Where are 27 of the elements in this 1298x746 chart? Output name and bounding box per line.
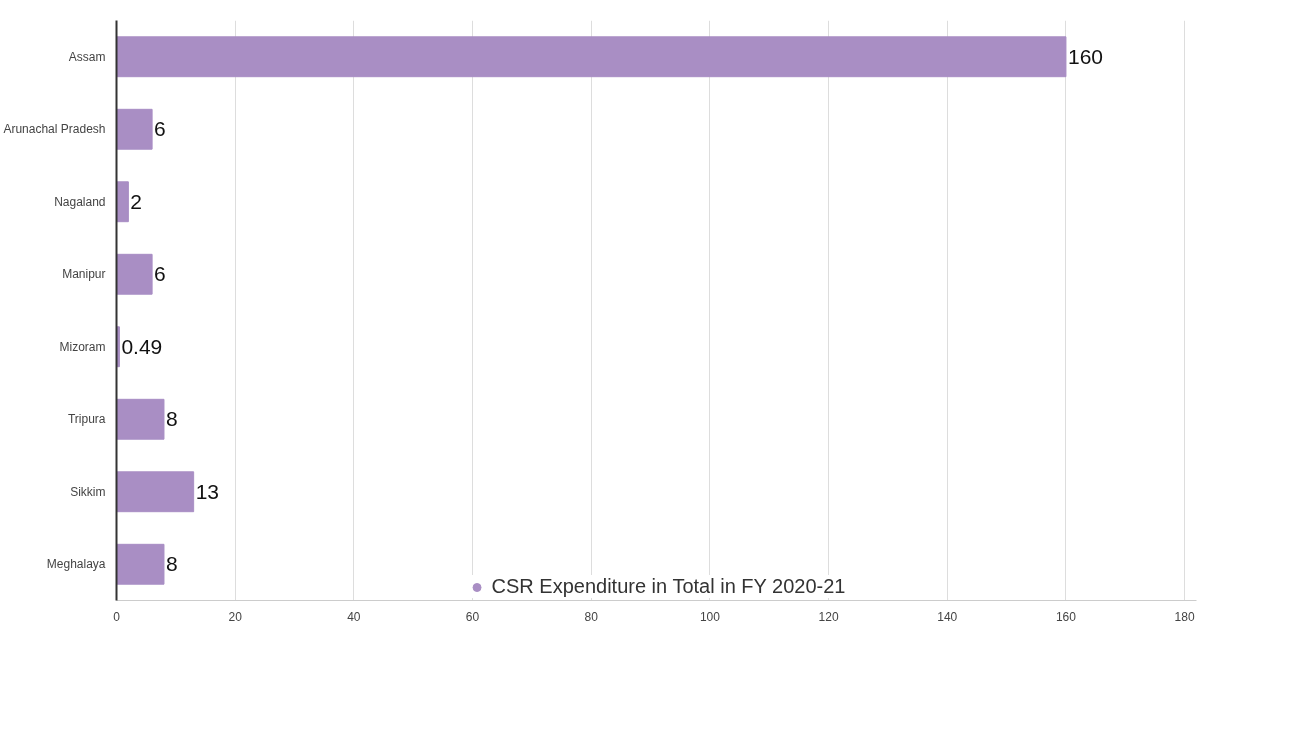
y-tick-label: Sikkim	[70, 484, 106, 499]
y-tick-label: Tripura	[67, 412, 106, 427]
x-tick-label: 40	[347, 609, 361, 624]
y-tick-label: Meghalaya	[46, 557, 106, 572]
y-tick-label: Mizoram	[59, 339, 106, 354]
data-label: 2	[130, 189, 143, 213]
data-label: 13	[195, 479, 219, 503]
data-label: 6	[154, 117, 166, 141]
x-tick-label: 0	[113, 609, 121, 624]
data-label: 0.49	[121, 334, 163, 358]
x-tick-label: 180	[1174, 609, 1195, 624]
y-tick-label: Manipur	[62, 267, 106, 282]
x-tick-label: 120	[818, 609, 839, 624]
y-tick-label: Arunachal Pradesh	[3, 122, 106, 137]
x-tick-label: 140	[937, 609, 958, 624]
x-tick-label: 60	[465, 609, 480, 624]
x-tick-label: 80	[584, 609, 599, 624]
y-tick-label: Nagaland	[54, 194, 106, 209]
legend-label: CSR Expenditure in Total in FY 2020-21	[491, 575, 846, 598]
x-tick-label: 100	[699, 609, 721, 624]
y-tick-label: Assam	[68, 49, 106, 64]
data-label: 8	[165, 407, 178, 431]
data-label: 6	[154, 262, 166, 286]
x-tick-label: 160	[1055, 609, 1077, 624]
data-label: 8	[165, 552, 178, 576]
x-tick-label: 20	[228, 609, 243, 624]
data-label: 160	[1067, 44, 1103, 68]
